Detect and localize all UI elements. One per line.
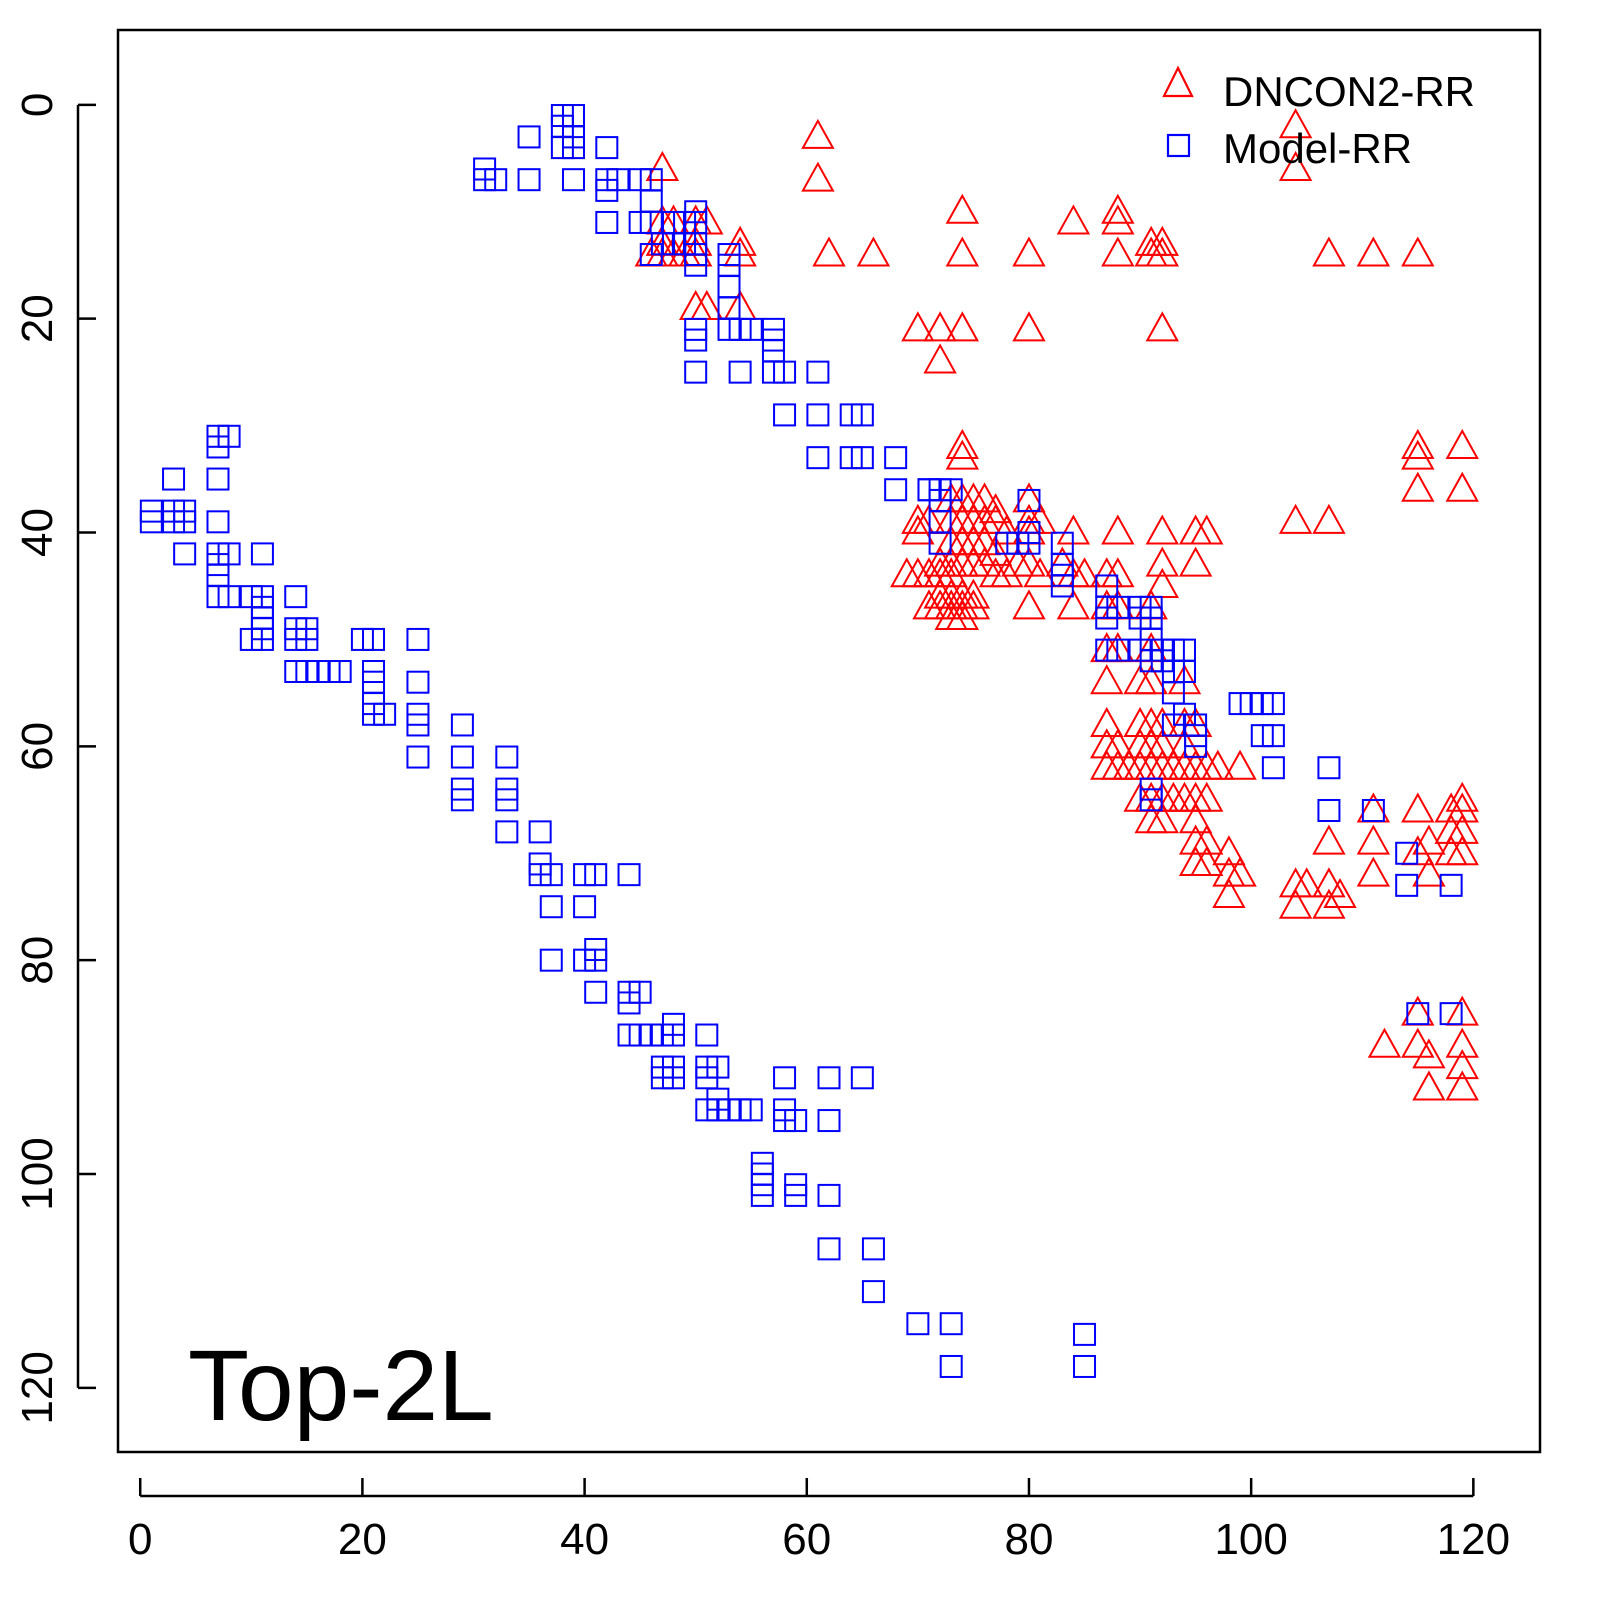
x-tick-label: 60 [782, 1515, 831, 1564]
x-tick-label: 40 [560, 1515, 609, 1564]
legend-label-dncon2-rr: DNCON2-RR [1223, 68, 1475, 115]
panel-label: Top-2L [188, 1330, 494, 1442]
x-tick-label: 80 [1004, 1515, 1053, 1564]
y-tick-label: 20 [13, 294, 62, 343]
x-tick-label: 20 [338, 1515, 387, 1564]
y-tick-label: 120 [13, 1351, 62, 1424]
y-tick-label: 0 [13, 93, 62, 117]
y-tick-label: 80 [13, 936, 62, 985]
scatter-chart: 0 20 40 60 80 100 120 0 20 40 60 80 100 120 DNCON2-R… [0, 0, 1600, 1600]
x-tick-label: 100 [1214, 1515, 1287, 1564]
x-tick-label: 120 [1437, 1515, 1510, 1564]
y-tick-label: 100 [13, 1137, 62, 1210]
y-tick-label: 60 [13, 722, 62, 771]
x-tick-label: 0 [128, 1515, 152, 1564]
y-tick-label: 40 [13, 508, 62, 557]
legend-label-model-rr: Model-RR [1223, 125, 1412, 172]
